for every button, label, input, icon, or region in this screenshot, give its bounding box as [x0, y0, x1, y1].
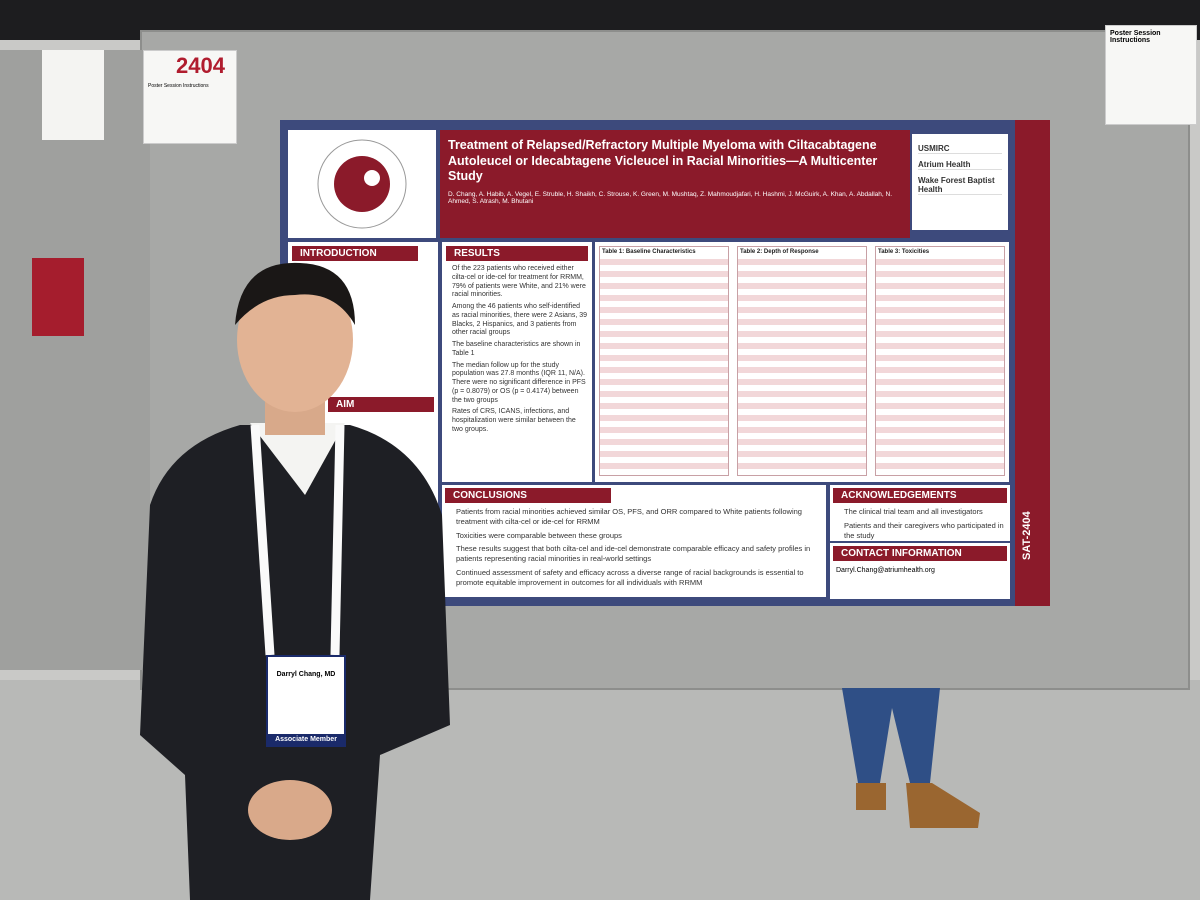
data-table: Table 3: Toxicities — [875, 246, 1005, 476]
booth-number: 2404 — [176, 53, 225, 78]
contact-heading: CONTACT INFORMATION — [833, 546, 1007, 561]
sponsor-logo: Atrium Health — [918, 160, 1002, 170]
sponsor-logo: USMIRC — [918, 144, 1002, 154]
poster-title: Treatment of Relapsed/Refractory Multipl… — [448, 138, 878, 184]
results-bullet: The median follow up for the study popul… — [452, 361, 586, 404]
ack-bullet: Patients and their caregivers who partic… — [844, 520, 1004, 540]
face — [237, 268, 353, 412]
poster-authors: D. Chang, A. Habib, A. Vegel, E. Struble… — [448, 190, 893, 205]
conclusion-bullet: Toxicities were comparable between these… — [456, 530, 622, 540]
data-table: Table 1: Baseline Characteristics — [599, 246, 729, 476]
contact-email: Darryl.Chang@atriumhealth.org — [836, 567, 935, 574]
presenter — [140, 262, 450, 900]
ack-heading: ACKNOWLEDGEMENTS — [833, 488, 1007, 503]
ash-logo — [288, 130, 436, 238]
acknowledgements-box: ACKNOWLEDGEMENTS The clinical trial team… — [830, 485, 1010, 541]
conclusion-bullet: Continued assessment of safety and effic… — [456, 567, 804, 587]
hands — [248, 780, 332, 840]
table-title: Table 1: Baseline Characteristics — [600, 247, 728, 257]
results-column: RESULTS Of the 223 patients who received… — [442, 242, 592, 482]
conclusions-box: CONCLUSIONS Patients from racial minorit… — [442, 485, 826, 597]
badge-name: Darryl Chang, MD — [276, 671, 336, 678]
results-bullet: Among the 46 patients who self-identifie… — [452, 303, 588, 337]
table-title: Table 2: Depth of Response — [738, 247, 866, 257]
aim-heading: AIM — [328, 397, 434, 412]
results-heading: RESULTS — [446, 246, 588, 261]
shoes — [856, 783, 980, 828]
conclusions-heading: CONCLUSIONS — [445, 488, 611, 503]
contact-box: CONTACT INFORMATION Darryl.Chang@atriumh… — [830, 543, 1010, 599]
logo-disc — [334, 156, 390, 212]
results-bullet: Of the 223 patients who received either … — [452, 265, 586, 299]
sponsor-logo: Wake Forest Baptist Health — [918, 176, 1002, 195]
booth-sign-title: Poster Session Instructions — [148, 83, 209, 89]
instruction-sheet — [42, 50, 104, 140]
badge-role: Associate Member — [268, 734, 344, 745]
data-table: Table 2: Depth of Response — [737, 246, 867, 476]
conclusion-bullet: These results suggest that both cilta-ce… — [456, 544, 811, 563]
bystander-legs — [842, 688, 980, 828]
results-bullet: Rates of CRS, ICANS, infections, and hos… — [452, 408, 576, 433]
title-bar: Treatment of Relapsed/Refractory Multipl… — [440, 130, 910, 238]
side-strip: SAT-2404 — [1015, 120, 1050, 606]
table-title: Table 3: Toxicities — [876, 247, 1004, 257]
lanyard — [250, 424, 345, 656]
results-bullet: The baseline characteristics are shown i… — [452, 341, 581, 357]
name-badge: Darryl Chang, MD Associate Member — [266, 655, 346, 747]
hair — [235, 262, 355, 325]
right-sign: Poster Session Instructions — [1105, 25, 1197, 125]
sponsor-logos: USMIRC Atrium Health Wake Forest Baptist H… — [912, 134, 1008, 230]
right-sign-title: Poster Session Instructions — [1110, 30, 1161, 44]
ack-bullet: The clinical trial team and all investig… — [844, 507, 983, 516]
conclusion-bullet: Patients from racial minorities achieved… — [456, 507, 802, 526]
logo-cell — [364, 170, 380, 186]
shirt — [250, 423, 345, 495]
ash-logo-art — [317, 139, 407, 229]
side-board — [0, 50, 150, 670]
logo-ring — [317, 139, 407, 229]
side-label: SAT-2404 — [1021, 511, 1033, 560]
red-card — [32, 258, 84, 336]
tables-area: Table 1: Baseline Characteristics Table 2… — [595, 242, 1009, 482]
intro-heading: INTRODUCTION — [292, 246, 418, 261]
booth-sign: 2404 Poster Session Instructions — [143, 50, 237, 144]
trousers — [842, 688, 940, 783]
